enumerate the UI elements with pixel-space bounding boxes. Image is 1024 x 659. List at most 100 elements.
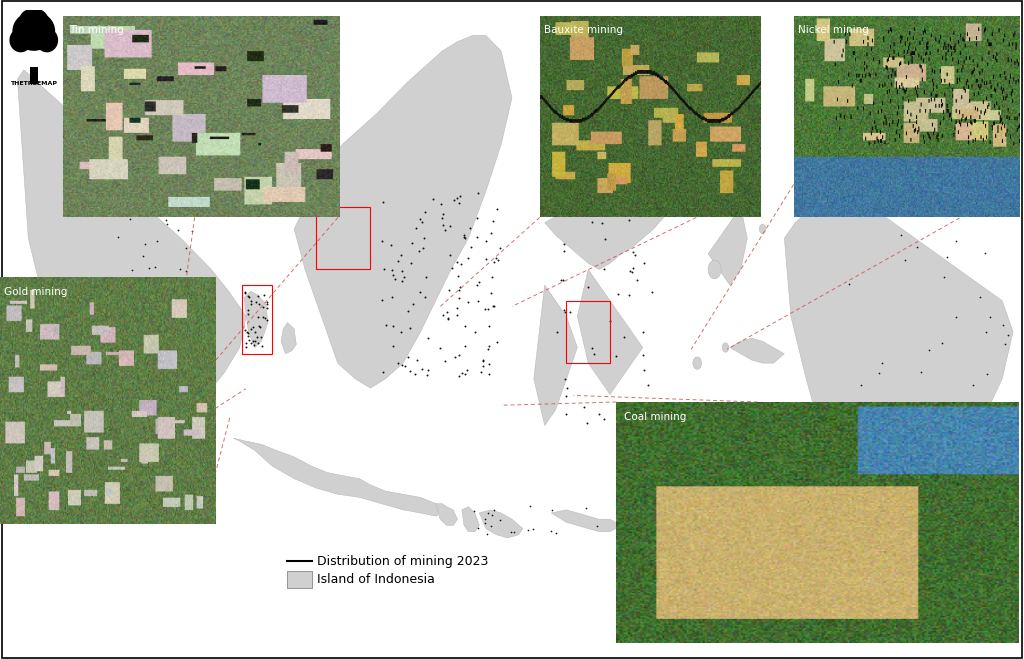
Point bbox=[451, 285, 467, 295]
Point bbox=[478, 236, 495, 246]
Point bbox=[245, 335, 261, 346]
Point bbox=[402, 323, 419, 333]
Polygon shape bbox=[545, 160, 665, 270]
Point bbox=[477, 304, 494, 314]
Text: Nickel mining: Nickel mining bbox=[798, 24, 869, 34]
Text: Distribution of mining 2023: Distribution of mining 2023 bbox=[317, 555, 488, 568]
Point bbox=[441, 285, 458, 295]
Point bbox=[136, 239, 153, 249]
Point bbox=[256, 289, 272, 300]
Point bbox=[247, 335, 263, 346]
Point bbox=[582, 183, 598, 194]
Point bbox=[457, 321, 473, 331]
Point bbox=[400, 306, 417, 316]
Point bbox=[439, 313, 456, 324]
Polygon shape bbox=[784, 192, 1013, 519]
Point bbox=[870, 368, 887, 379]
Point bbox=[557, 391, 573, 401]
Polygon shape bbox=[17, 70, 246, 435]
Point bbox=[178, 266, 195, 276]
Point bbox=[143, 286, 160, 297]
Point bbox=[384, 291, 400, 302]
Point bbox=[237, 287, 253, 297]
Point bbox=[249, 331, 265, 342]
Point bbox=[168, 299, 184, 310]
Point bbox=[126, 287, 142, 297]
Point bbox=[641, 178, 657, 188]
Point bbox=[471, 277, 487, 287]
Point bbox=[115, 320, 131, 331]
Point bbox=[412, 286, 428, 297]
Point bbox=[445, 194, 462, 205]
Point bbox=[385, 321, 401, 331]
Point bbox=[134, 250, 151, 261]
Point bbox=[627, 249, 643, 260]
Point bbox=[586, 349, 602, 360]
Polygon shape bbox=[730, 338, 784, 363]
Point bbox=[434, 310, 451, 320]
Circle shape bbox=[693, 357, 701, 370]
Point bbox=[241, 308, 257, 319]
Point bbox=[450, 271, 466, 281]
Point bbox=[579, 417, 595, 428]
Point bbox=[475, 360, 492, 371]
Point bbox=[480, 321, 497, 331]
Point bbox=[977, 248, 993, 259]
Polygon shape bbox=[233, 438, 446, 516]
Point bbox=[841, 279, 857, 289]
Point bbox=[392, 327, 409, 337]
Point bbox=[475, 356, 492, 366]
Point bbox=[396, 360, 413, 371]
Point bbox=[385, 270, 401, 280]
Point bbox=[424, 194, 440, 204]
Bar bbox=[242, 285, 272, 354]
Point bbox=[597, 234, 613, 244]
Polygon shape bbox=[551, 510, 621, 532]
Point bbox=[981, 312, 997, 323]
Bar bbox=[30, 67, 38, 84]
Point bbox=[556, 180, 572, 190]
Point bbox=[622, 266, 638, 276]
Point bbox=[238, 342, 254, 353]
Ellipse shape bbox=[31, 16, 51, 37]
Point bbox=[467, 327, 483, 337]
Point bbox=[591, 173, 607, 183]
Point bbox=[416, 233, 432, 243]
Point bbox=[402, 258, 419, 269]
Polygon shape bbox=[578, 270, 643, 394]
Point bbox=[400, 352, 417, 362]
Point bbox=[449, 310, 465, 321]
Point bbox=[480, 358, 497, 369]
Point bbox=[259, 299, 275, 309]
Point bbox=[485, 301, 502, 311]
Point bbox=[393, 360, 410, 371]
Point bbox=[616, 332, 633, 343]
Point bbox=[601, 195, 617, 206]
Point bbox=[903, 434, 920, 444]
Point bbox=[246, 340, 262, 351]
Point bbox=[148, 236, 165, 246]
Point bbox=[259, 297, 275, 307]
Point bbox=[977, 327, 993, 337]
Point bbox=[435, 209, 452, 219]
Point bbox=[376, 264, 392, 274]
Point bbox=[174, 209, 190, 219]
Point bbox=[580, 282, 596, 293]
Point bbox=[897, 254, 913, 265]
Point bbox=[125, 273, 141, 284]
Point bbox=[470, 296, 486, 306]
Point bbox=[549, 326, 565, 337]
Point bbox=[250, 312, 266, 322]
Point bbox=[243, 337, 259, 348]
Point bbox=[446, 351, 463, 362]
Polygon shape bbox=[534, 285, 578, 426]
Point bbox=[437, 356, 454, 366]
Ellipse shape bbox=[12, 11, 55, 51]
Point bbox=[98, 292, 115, 302]
Point bbox=[947, 312, 964, 322]
Point bbox=[478, 529, 495, 539]
Point bbox=[243, 324, 259, 335]
Point bbox=[503, 527, 519, 537]
Point bbox=[389, 357, 406, 368]
Point bbox=[451, 198, 467, 208]
